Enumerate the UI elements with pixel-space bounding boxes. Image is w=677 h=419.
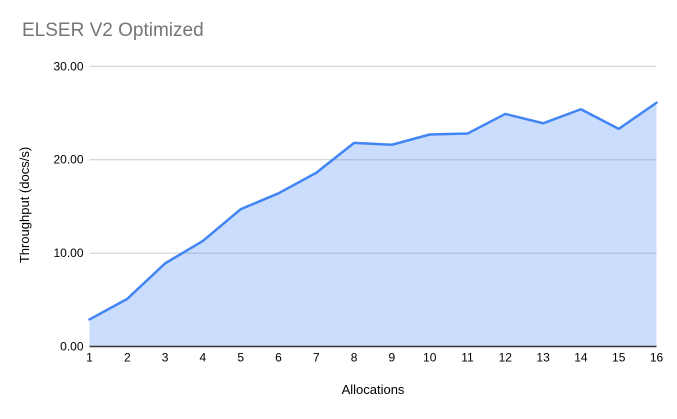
y-tick-label: 10.00: [53, 246, 83, 260]
y-tick-label: 30.00: [53, 59, 83, 73]
x-tick-label: 1: [86, 351, 93, 365]
x-tick-label: 11: [461, 351, 474, 365]
x-axis-title: Allocations: [341, 382, 405, 397]
x-tick-label: 10: [423, 351, 437, 365]
series-line: [88, 101, 658, 321]
x-tick-label: 8: [351, 351, 358, 365]
x-tick-label: 16: [650, 351, 664, 365]
x-tick-label: 15: [612, 351, 626, 365]
x-tick-label: 5: [237, 351, 244, 365]
x-tick-label: 14: [574, 351, 588, 365]
x-tick-label: 3: [162, 351, 169, 365]
x-tick-label: 6: [275, 351, 282, 365]
x-tick-label: 4: [200, 351, 207, 365]
area-fill: [89, 102, 657, 347]
y-tick-label: 20.00: [53, 153, 83, 167]
x-tick-label: 7: [313, 351, 320, 365]
x-tick-label: 12: [499, 351, 513, 365]
x-tick-label: 9: [389, 351, 396, 365]
x-tick-label: 2: [124, 351, 131, 365]
x-tick-label: 13: [536, 351, 550, 365]
y-tick-label: 0.00: [60, 340, 84, 354]
chart-title: ELSER V2 Optimized: [22, 20, 204, 41]
